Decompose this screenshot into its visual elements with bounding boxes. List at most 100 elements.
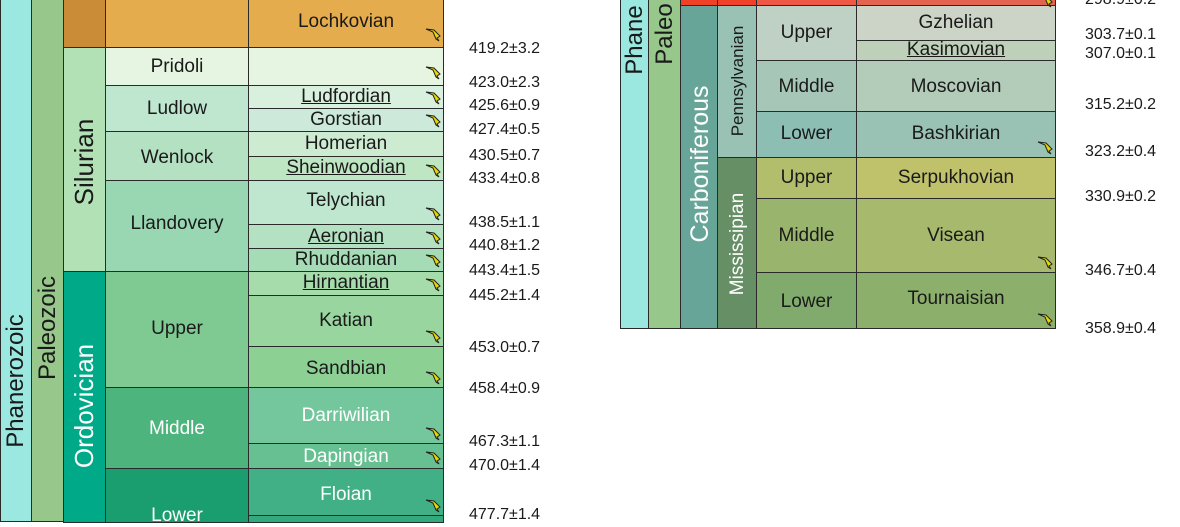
subperiod-label-mississippian: Mississipian <box>727 192 748 296</box>
stage-label: Katian <box>319 310 373 331</box>
epoch-label: Middle <box>149 418 205 439</box>
epoch-label: Pridoli <box>150 56 204 77</box>
epoch-penn-middle: Middle <box>756 60 857 112</box>
gssp-spike-icon <box>425 451 441 465</box>
subperiod-mississippian: Mississipian <box>717 157 757 329</box>
subperiod-label-pennsylvanian: Pennsylvanian <box>728 25 747 137</box>
age-label: 477.7±1.4 <box>469 506 541 523</box>
gssp-spike-icon <box>425 254 441 268</box>
age-label: 438.5±1.1 <box>469 214 541 231</box>
stage-label: Hirnantian <box>302 272 390 293</box>
era-label: Paleo <box>651 3 678 65</box>
age-label: 433.4±0.8 <box>469 170 541 187</box>
epoch-label: Lower <box>780 123 833 144</box>
stage-label: Lochkovian <box>297 11 395 32</box>
epoch-label: Middle <box>778 225 835 246</box>
gssp-spike-icon <box>425 231 441 245</box>
era-paleozoic: Paleozoic <box>31 0 64 522</box>
gssp-spike-icon <box>425 499 441 513</box>
age-label: 427.4±0.5 <box>469 121 541 138</box>
stage-homerian: Homerian <box>248 131 444 157</box>
stage-sandbian: Sandbian <box>248 346 444 388</box>
gssp-spike-icon <box>425 207 441 221</box>
age-label: 458.4±0.9 <box>469 380 541 397</box>
stage-rhuddanian: Rhuddanian <box>248 248 444 272</box>
stage-label: Moscovian <box>910 76 1002 97</box>
stage-label: Telychian <box>306 190 386 211</box>
period-label-carboniferous: Carboniferous <box>686 85 714 243</box>
stage-katian: Katian <box>248 295 444 347</box>
stage-gzhelian: Gzhelian <box>856 5 1056 41</box>
stage-label: Aeronian <box>307 226 385 247</box>
stage-gorstian: Gorstian <box>248 108 444 132</box>
period-carboniferous: Carboniferous <box>680 5 718 329</box>
age-label: 425.6±0.9 <box>469 97 541 114</box>
age-label: 419.2±3.2 <box>469 40 541 57</box>
age-label: 323.2±0.4 <box>1085 143 1157 160</box>
epoch-ordovician-upper: Upper <box>105 271 249 388</box>
stage-ludfordian: Ludfordian <box>248 85 444 109</box>
gssp-spike-icon <box>1037 141 1053 155</box>
stage-label: Homerian <box>304 133 388 154</box>
stage-label: Kasimovian <box>906 39 1006 60</box>
epoch-miss-middle: Middle <box>756 198 857 273</box>
age-label: 470.0±1.4 <box>469 457 541 474</box>
epoch-label: Lower <box>151 505 203 526</box>
epoch-ludlow: Ludlow <box>105 85 249 132</box>
period-silurian: Silurian <box>63 47 106 272</box>
epoch-penn-lower: Lower <box>756 111 857 158</box>
gssp-spike-icon <box>425 427 441 441</box>
stage-lochkovian: Lochkovian <box>248 0 444 48</box>
era-paleozoic-right: Paleo <box>648 0 681 329</box>
stage-label: Floian <box>320 484 372 505</box>
epoch-llandovery: Llandovery <box>105 180 249 272</box>
epoch-ordovician-lower: Lower <box>105 468 249 526</box>
epoch-label: Upper <box>780 22 833 43</box>
gssp-spike-icon <box>425 66 441 80</box>
stage-label: Dapingian <box>303 446 389 467</box>
period-label-ordovician: Ordovician <box>69 343 99 469</box>
age-label: 440.8±1.2 <box>469 237 541 254</box>
stage-darriwilian: Darriwilian <box>248 387 444 444</box>
epoch-ordovician-middle: Middle <box>105 387 249 469</box>
gssp-spike-icon <box>425 91 441 105</box>
age-label: 298.9±0.2 <box>1085 0 1156 9</box>
stage-aeronian: Aeronian <box>248 224 444 249</box>
period-devonian-top <box>63 0 106 48</box>
age-label: 303.7±0.1 <box>1085 26 1157 43</box>
stage-label: Sheinwoodian <box>286 157 406 178</box>
epoch-devonian-top <box>105 0 249 48</box>
subperiod-pennsylvanian: Pennsylvanian <box>717 5 757 158</box>
age-label: 330.9±0.2 <box>1085 188 1157 205</box>
stage-bashkirian: Bashkirian <box>856 111 1056 158</box>
age-label: 358.9±0.4 <box>1085 320 1157 337</box>
age-label: 453.0±0.7 <box>469 339 541 356</box>
stage-tremadocian-top <box>248 515 444 523</box>
period-ordovician: Ordovician <box>63 271 106 523</box>
gssp-spike-icon <box>425 278 441 292</box>
age-label: 423.0±2.3 <box>469 74 541 91</box>
gssp-spike-icon <box>425 164 441 178</box>
epoch-miss-lower: Lower <box>756 272 857 329</box>
stage-label: Bashkirian <box>911 123 1001 144</box>
stage-label: Rhuddanian <box>294 249 398 270</box>
stage-telychian: Telychian <box>248 180 444 225</box>
stage-hirnantian: Hirnantian <box>248 271 444 296</box>
stage-label: Ludfordian <box>301 86 391 107</box>
stage-visean: Visean <box>856 198 1056 273</box>
stage-kasimovian: Kasimovian <box>856 39 1056 61</box>
stage-label: Darriwilian <box>301 405 391 426</box>
age-label: 346.7±0.4 <box>1085 262 1157 279</box>
stage-pridoli <box>248 47 444 86</box>
stage-floian: Floian <box>248 468 444 516</box>
era-label: Paleozoic <box>34 275 61 381</box>
age-label: 307.0±0.1 <box>1085 45 1157 62</box>
eon-label: Phane <box>621 5 648 75</box>
gssp-spike-icon <box>1045 0 1053 8</box>
age-label: 445.2±1.4 <box>469 287 541 304</box>
eon-label: Phanerozoic <box>2 314 29 448</box>
epoch-label: Llandovery <box>130 213 224 234</box>
epoch-wenlock: Wenlock <box>105 131 249 181</box>
gssp-spike-icon <box>425 114 441 128</box>
stage-label: Gorstian <box>310 109 382 130</box>
